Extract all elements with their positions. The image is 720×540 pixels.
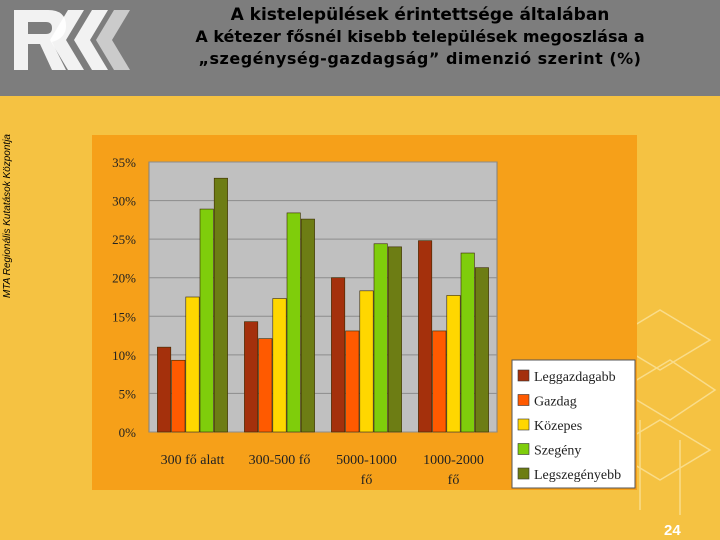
legend-box [511,359,636,489]
y-tick-label: 20% [112,271,136,286]
bar [373,243,388,433]
bar [418,240,433,433]
bar [286,212,301,433]
x-axis-categories: 300 fő alatt 300-500 fő 5000-1000 fő 1000-20… [161,453,484,488]
logo-icon [14,10,130,70]
bar [474,267,489,433]
title-line-1: A kistelepülések érintettsége általában [230,5,610,25]
bar [171,359,186,433]
bars-group [157,177,489,433]
y-tick-label: 0% [119,425,137,440]
title-line-3: „szegénység-gazdagság” dimenzió szerint … [198,49,642,68]
legend-label: Közepes [534,419,582,434]
bar [199,208,214,433]
y-tick-label: 35% [112,155,136,170]
legend-label: Gazdag [534,395,577,410]
bar [446,295,461,433]
legend-swatch [517,394,530,406]
legend-swatch [517,369,530,382]
y-tick-label: 15% [112,309,136,324]
legend-swatch [517,418,530,431]
legend-swatch [517,443,530,455]
x-category-label: 300 fő alatt [161,453,225,468]
bar [258,338,273,433]
bar [345,330,360,433]
legend-swatch [517,467,530,480]
y-tick-label: 25% [112,232,136,247]
title-line-2: A kétezer fősnél kisebb települések mego… [195,27,645,46]
x-category-label: 5000-1000 [336,453,397,468]
sidebar-label: MTA Regionális Kutatások Központja [2,134,13,298]
bar [331,277,346,433]
y-tick-label: 5% [119,386,137,401]
legend-label: Leggazdagabb [534,370,616,385]
bar [387,246,402,433]
page-number: 24 [664,522,681,539]
bar [272,298,287,433]
bar-chart: 0% 5% 10% 15% 20% 25% 30% 35% 300 fő alatt 300-5… [92,135,637,490]
x-category-label: fő [361,473,373,488]
bar [244,321,259,433]
decorative-lines-icon [608,309,717,515]
legend-label: Legszegényebb [534,468,621,483]
bar [359,290,374,433]
y-tick-label: 10% [112,348,136,363]
bar [460,252,475,433]
bar [300,218,315,433]
x-category-label: 300-500 fő [249,453,311,468]
legend: Leggazdagabb Gazdag Közepes Szegény Legszegé… [511,359,636,489]
y-tick-label: 30% [112,194,136,209]
bar [185,296,200,433]
bar [157,346,172,433]
y-axis-ticks: 0% 5% 10% 15% 20% 25% 30% 35% [112,155,136,440]
x-category-label: fő [448,473,460,488]
header-bar: A kistelepülések érintettsége általában … [0,0,720,96]
slide-title: A kistelepülések érintettsége általában … [130,4,710,70]
legend-label: Szegény [534,444,581,459]
bar [213,177,228,433]
bar [432,330,447,433]
x-category-label: 1000-2000 [423,453,484,468]
